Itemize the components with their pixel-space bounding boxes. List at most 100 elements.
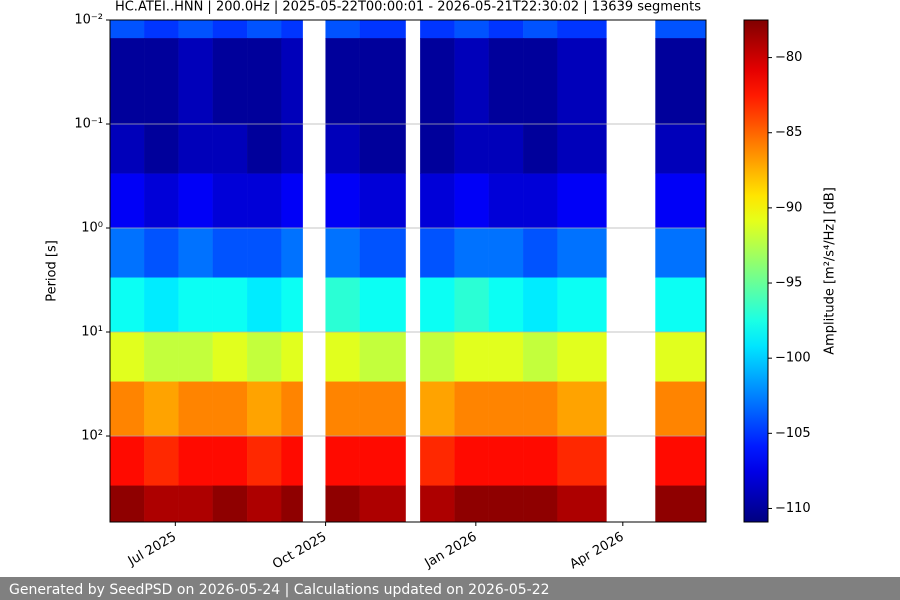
- x-tick-label: Jul 2025: [125, 530, 179, 570]
- colorbar-tick-label: −105: [775, 426, 811, 441]
- heatmap-cell: [325, 277, 361, 333]
- heatmap-cell: [281, 381, 303, 437]
- heatmap-cell: [281, 19, 303, 39]
- y-axis-label: Period [s]: [45, 240, 60, 302]
- heatmap-cell: [109, 19, 145, 39]
- heatmap-cell: [454, 38, 490, 125]
- heatmap-cell: [247, 19, 282, 39]
- heatmap-cell: [359, 435, 406, 486]
- heatmap-cell: [557, 227, 607, 278]
- heatmap-cell: [655, 331, 707, 382]
- heatmap-cell: [325, 173, 361, 229]
- heatmap-cell: [247, 381, 282, 437]
- heatmap-cell: [178, 227, 214, 278]
- heatmap-cell: [212, 381, 248, 437]
- heatmap-cell: [144, 277, 179, 333]
- heatmap-cell: [523, 277, 558, 333]
- heatmap-cell: [109, 173, 145, 229]
- heatmap-cell: [557, 173, 607, 229]
- colorbar-tick-label: −110: [775, 501, 811, 516]
- heatmap-cell: [144, 173, 179, 229]
- heatmap-cell: [454, 277, 490, 333]
- heatmap-cell: [178, 38, 214, 125]
- heatmap-cell: [488, 485, 524, 523]
- heatmap-cell: [178, 173, 214, 229]
- heatmap-cell: [523, 485, 558, 523]
- heatmap-cell: [523, 173, 558, 229]
- x-tick-label: Oct 2025: [270, 530, 329, 573]
- heatmap-cell: [454, 381, 490, 437]
- heatmap-cell: [454, 331, 490, 382]
- heatmap-cell: [247, 277, 282, 333]
- heatmap-cell: [109, 123, 145, 174]
- heatmap-cell: [655, 381, 707, 437]
- heatmap-cell: [325, 331, 361, 382]
- heatmap-cell: [557, 277, 607, 333]
- heatmap-cell: [488, 227, 524, 278]
- y-tick-label: 10⁻¹: [74, 117, 103, 132]
- heatmap-cell: [359, 19, 406, 39]
- heatmap-cell: [488, 173, 524, 229]
- heatmap-cell: [557, 435, 607, 486]
- heatmap-cell: [655, 19, 707, 39]
- heatmap-cell: [454, 485, 490, 523]
- colorbar-tick-label: −95: [775, 276, 802, 291]
- heatmap-cell: [247, 227, 282, 278]
- heatmap-cell: [109, 435, 145, 486]
- heatmap-cell: [281, 38, 303, 125]
- heatmap-cell: [212, 485, 248, 523]
- heatmap-cell: [178, 381, 214, 437]
- heatmap-cell: [109, 38, 145, 125]
- heatmap-cell: [247, 331, 282, 382]
- y-tick-label: 10¹: [81, 325, 103, 340]
- heatmap-cell: [454, 435, 490, 486]
- heatmap-cell: [212, 173, 248, 229]
- heatmap-cell: [523, 435, 558, 486]
- heatmap-cell: [212, 435, 248, 486]
- heatmap-cell: [178, 485, 214, 523]
- heatmap-cell: [488, 277, 524, 333]
- heatmap-cell: [212, 19, 248, 39]
- heatmap-cell: [557, 123, 607, 174]
- x-tick-label: Jan 2026: [422, 530, 480, 572]
- heatmap-cell: [523, 331, 558, 382]
- heatmap-cell: [655, 173, 707, 229]
- y-tick-label: 10⁻²: [74, 13, 103, 28]
- colorbar-tick-label: −85: [775, 125, 802, 140]
- heatmap-cell: [325, 227, 361, 278]
- heatmap-cell: [109, 331, 145, 382]
- heatmap-cell: [359, 38, 406, 125]
- heatmap-cell: [523, 381, 558, 437]
- plot-frame: [109, 19, 707, 523]
- heatmap-cell: [523, 123, 558, 174]
- heatmap-cell: [557, 485, 607, 523]
- heatmap-cell: [488, 19, 524, 39]
- heatmap-cell: [109, 485, 145, 523]
- heatmap-cell: [488, 381, 524, 437]
- heatmap-cell: [281, 227, 303, 278]
- heatmap-cell: [420, 19, 455, 39]
- heatmap-cell: [557, 381, 607, 437]
- heatmap-cell: [281, 277, 303, 333]
- heatmap-cell: [655, 435, 707, 486]
- heatmap-cell: [144, 435, 179, 486]
- footer-text: Generated by SeedPSD on 2026-05-24 | Cal…: [9, 582, 550, 598]
- heatmap-cell: [655, 38, 707, 125]
- heatmap-cell: [359, 277, 406, 333]
- heatmap-cell: [178, 277, 214, 333]
- heatmap-cell: [325, 381, 361, 437]
- heatmap-cell: [325, 123, 361, 174]
- heatmap-cell: [178, 19, 214, 39]
- heatmap-cell: [144, 19, 179, 39]
- heatmap-cell: [359, 381, 406, 437]
- heatmap-cell: [557, 331, 607, 382]
- heatmap-cell: [420, 123, 455, 174]
- heatmap-cell: [488, 38, 524, 125]
- heatmap-cell: [454, 19, 490, 39]
- heatmap-cell: [212, 227, 248, 278]
- heatmap-cell: [178, 123, 214, 174]
- heatmap-cell: [454, 123, 490, 174]
- heatmap-cell: [359, 485, 406, 523]
- heatmap-cell: [144, 227, 179, 278]
